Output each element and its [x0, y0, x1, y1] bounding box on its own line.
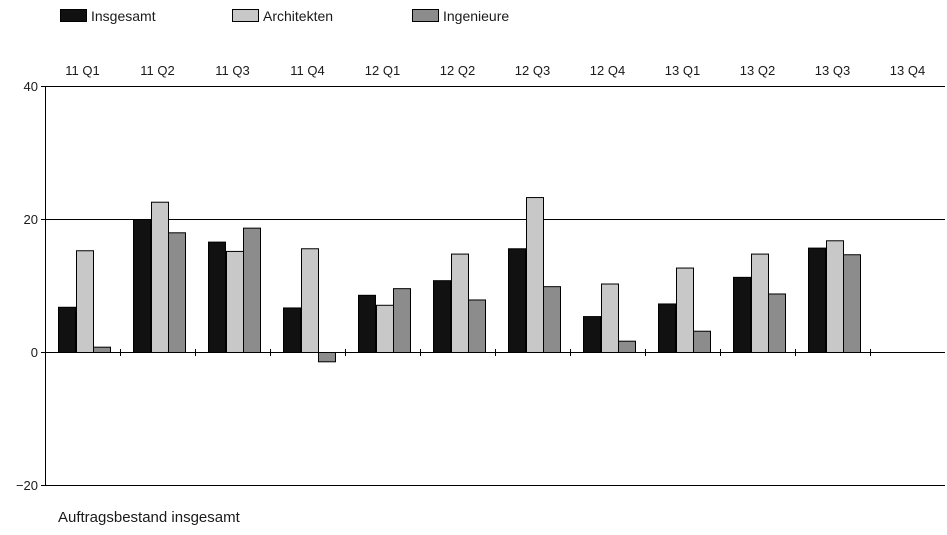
- x-axis-label: Auftragsbestand insgesamt: [58, 509, 241, 526]
- x-tick-label-12: 13 Q4: [890, 63, 925, 78]
- bar-3-1: [93, 346, 111, 353]
- y-tick-label-1: 40: [24, 79, 38, 94]
- x-tick-label-2: 11 Q2: [140, 63, 174, 78]
- bar-1-6: [433, 280, 451, 353]
- bar-2-5: [376, 304, 394, 354]
- bar-1-1: [58, 306, 76, 353]
- bar-3-7: [543, 286, 561, 354]
- bar-1-3: [208, 241, 226, 353]
- bar-3-9: [693, 330, 711, 354]
- legend-label-3: Ingenieure: [443, 8, 509, 24]
- y-tick-label-4: −20: [16, 478, 38, 493]
- x-tick-label-6: 12 Q2: [440, 63, 475, 78]
- y-tick-label-2: 20: [24, 212, 38, 227]
- bar-3-11: [843, 254, 861, 353]
- x-tick-label-11: 13 Q3: [815, 63, 850, 78]
- bar-2-3: [226, 250, 244, 353]
- legend-swatch-1: [60, 9, 87, 22]
- bar-3-4: [318, 352, 336, 363]
- x-tick-label-10: 13 Q2: [740, 63, 775, 78]
- y-tick-label-3: 0: [31, 345, 38, 360]
- bar-2-10: [751, 253, 769, 353]
- bar-3-3: [243, 227, 261, 354]
- bar-1-11: [808, 247, 826, 353]
- legend-swatch-2: [232, 9, 259, 22]
- legend-swatch-3: [412, 9, 439, 22]
- x-tick-label-4: 11 Q4: [290, 63, 324, 78]
- bar-1-2: [133, 219, 151, 353]
- bar-2-8: [601, 283, 619, 354]
- legend-label-2: Architekten: [263, 8, 333, 24]
- x-tick-label-5: 12 Q1: [365, 63, 400, 78]
- bar-2-11: [826, 240, 844, 353]
- bar-3-5: [393, 288, 411, 354]
- bar-2-6: [451, 253, 469, 353]
- bar-1-8: [583, 316, 601, 353]
- bar-3-10: [768, 293, 786, 354]
- bar-1-7: [508, 248, 526, 353]
- x-tick-label-3: 11 Q3: [215, 63, 249, 78]
- bar-2-1: [76, 250, 94, 354]
- legend-label-1: Insgesamt: [91, 8, 156, 24]
- bar-3-2: [168, 232, 186, 353]
- bar-2-9: [676, 267, 694, 354]
- bar-3-8: [618, 340, 636, 354]
- bar-2-4: [301, 248, 319, 353]
- bar-3-6: [468, 299, 486, 353]
- x-tick-label-1: 11 Q1: [65, 63, 99, 78]
- bar-1-10: [733, 276, 751, 354]
- bar-2-2: [151, 201, 169, 353]
- bar-1-9: [658, 303, 676, 353]
- x-tick-label-9: 13 Q1: [665, 63, 700, 78]
- bar-1-5: [358, 294, 376, 353]
- bar-2-7: [526, 197, 544, 353]
- x-tick-label-7: 12 Q3: [515, 63, 550, 78]
- bar-1-4: [283, 307, 301, 354]
- x-tick-label-8: 12 Q4: [590, 63, 625, 78]
